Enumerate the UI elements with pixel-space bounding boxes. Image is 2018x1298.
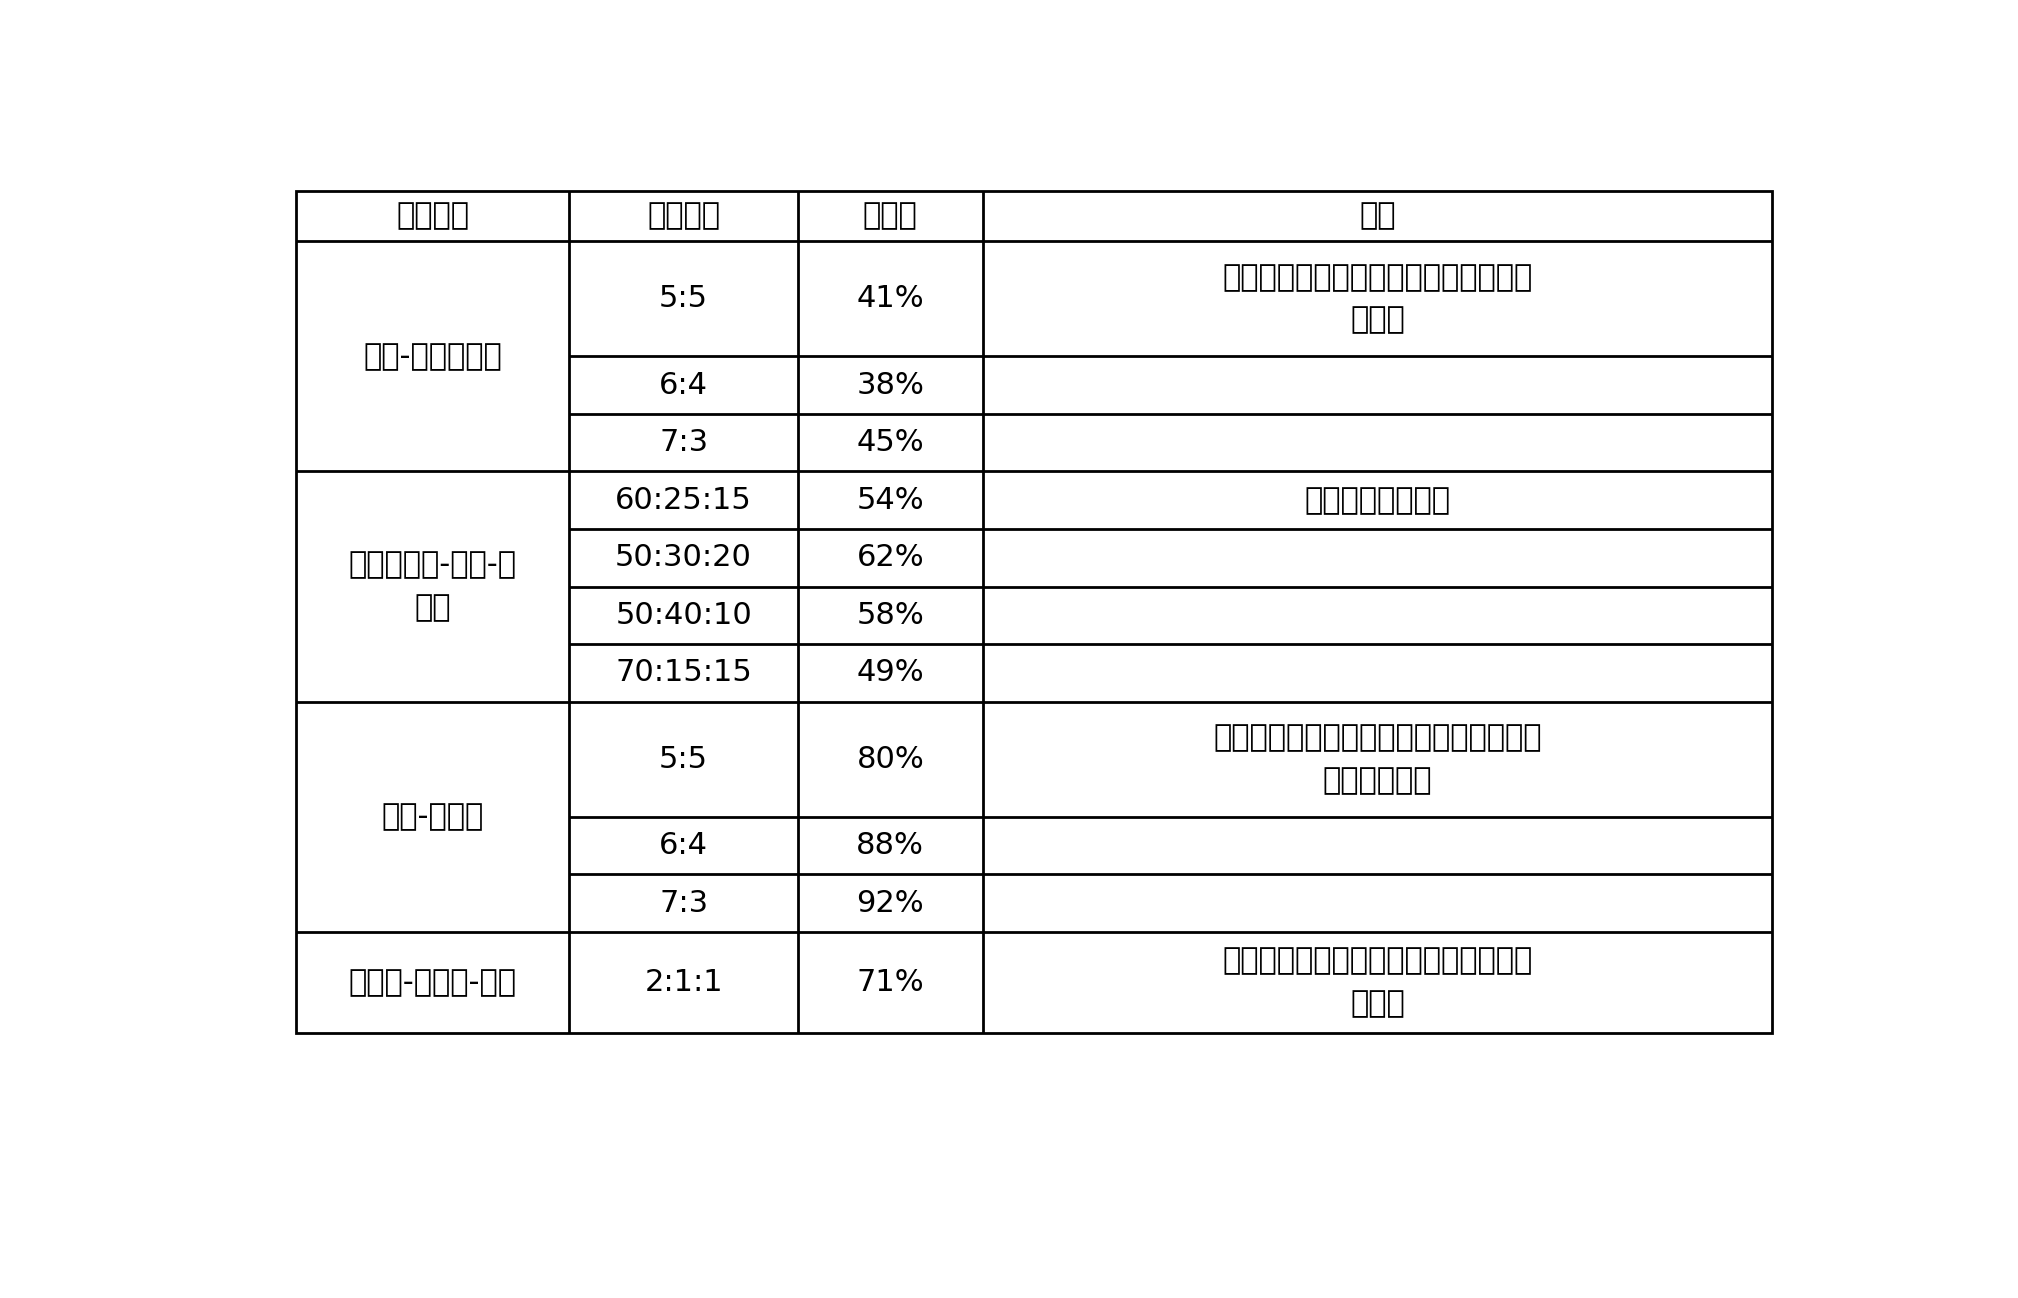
- Text: 62%: 62%: [856, 544, 924, 572]
- Text: 50:30:20: 50:30:20: [615, 544, 753, 572]
- Text: 45%: 45%: [856, 428, 924, 457]
- Text: 92%: 92%: [856, 889, 924, 918]
- Text: 基质吸水性强，出苗率低，出苗缓慢，
易倒苗: 基质吸水性强，出苗率低，出苗缓慢， 易倒苗: [1223, 262, 1532, 335]
- Text: 出苗率低，易倒苗: 出苗率低，易倒苗: [1304, 485, 1451, 515]
- Text: 70:15:15: 70:15:15: [615, 658, 753, 688]
- Text: 基质类型: 基质类型: [396, 201, 468, 231]
- Text: 5:5: 5:5: [660, 284, 708, 313]
- Text: 泥炭土-珍珠岩-蛭石: 泥炭土-珍珠岩-蛭石: [349, 968, 517, 997]
- Text: 41%: 41%: [856, 284, 924, 313]
- Text: 腐熟有机肥-蛭石-珍
珠岩: 腐熟有机肥-蛭石-珍 珠岩: [349, 550, 517, 623]
- Text: 河沙-腐熟有机肥: 河沙-腐熟有机肥: [363, 341, 502, 371]
- Text: 60:25:15: 60:25:15: [615, 485, 753, 515]
- Text: 基质水分适中，植株生长良好，但出苗
率略低: 基质水分适中，植株生长良好，但出苗 率略低: [1223, 946, 1532, 1018]
- Text: 54%: 54%: [856, 485, 924, 515]
- Text: 7:3: 7:3: [660, 428, 708, 457]
- Text: 2:1:1: 2:1:1: [644, 968, 722, 997]
- Text: 7:3: 7:3: [660, 889, 708, 918]
- Text: 50:40:10: 50:40:10: [615, 601, 753, 630]
- Text: 基质配比: 基质配比: [648, 201, 720, 231]
- Text: 6:4: 6:4: [660, 831, 708, 861]
- Text: 49%: 49%: [856, 658, 924, 688]
- Text: 58%: 58%: [856, 601, 924, 630]
- Text: 5:5: 5:5: [660, 745, 708, 774]
- Text: 80%: 80%: [856, 745, 924, 774]
- Text: 71%: 71%: [856, 968, 924, 997]
- Text: 基质水分适中，出苗率较高，出苗整齐，
植株生长良好: 基质水分适中，出苗率较高，出苗整齐， 植株生长良好: [1213, 723, 1542, 796]
- Text: 评价: 评价: [1360, 201, 1396, 231]
- Bar: [297, 191, 1772, 1033]
- Text: 88%: 88%: [856, 831, 924, 861]
- Text: 38%: 38%: [856, 370, 924, 400]
- Text: 出苗率: 出苗率: [864, 201, 918, 231]
- Text: 6:4: 6:4: [660, 370, 708, 400]
- Text: 草炭-珍珠岩: 草炭-珍珠岩: [381, 802, 484, 831]
